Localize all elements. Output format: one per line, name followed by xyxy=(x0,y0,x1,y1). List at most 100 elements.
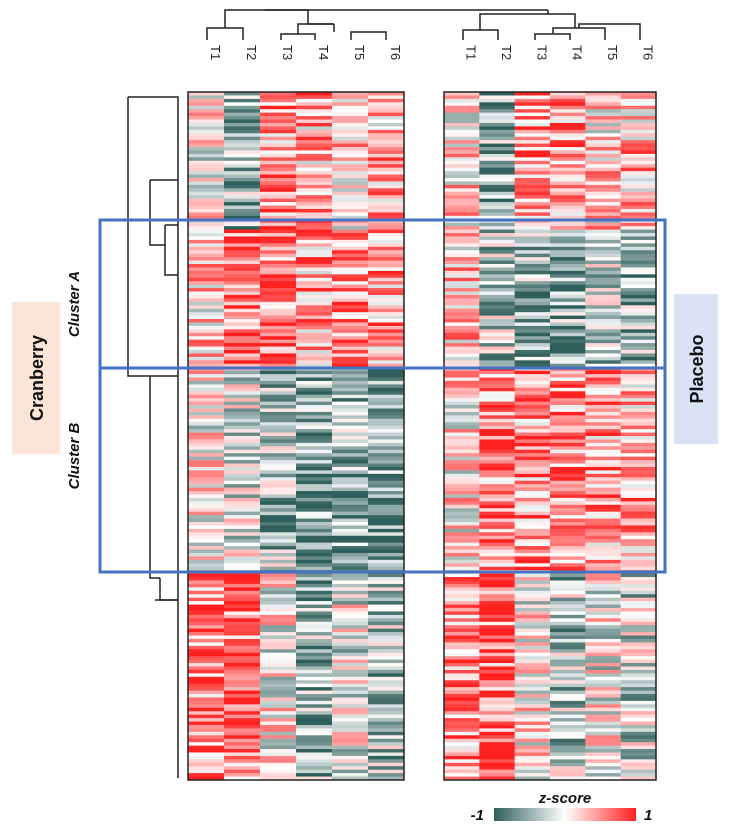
heatmap-cell xyxy=(296,160,333,165)
heatmap-cell xyxy=(585,319,622,323)
heatmap-cell xyxy=(444,456,480,461)
heatmap-cell xyxy=(444,380,480,385)
heatmap-cell xyxy=(368,160,405,165)
heatmap-cell xyxy=(332,264,369,268)
heatmap-cell xyxy=(550,628,586,633)
heatmap-cell xyxy=(550,687,586,691)
heatmap-cell xyxy=(332,370,369,375)
heatmap-cell xyxy=(479,549,516,554)
heatmap-cell xyxy=(260,704,297,709)
heatmap-cell xyxy=(260,773,297,777)
heatmap-cell xyxy=(260,229,297,234)
heatmap-cell xyxy=(514,559,551,564)
heatmap-cell xyxy=(368,308,405,313)
heatmap-cell xyxy=(514,253,551,258)
heatmap-cell xyxy=(224,621,261,626)
heatmap-cell xyxy=(444,122,480,127)
heatmap-cell xyxy=(188,480,225,485)
heatmap-cell xyxy=(188,700,225,705)
heatmap-cell xyxy=(296,229,333,234)
heatmap-cell xyxy=(585,556,622,561)
heatmap-cell xyxy=(296,494,333,499)
heatmap-cell xyxy=(224,380,261,385)
heatmap-cell xyxy=(296,508,333,513)
heatmap-cell xyxy=(224,594,261,599)
heatmap-cell xyxy=(550,563,586,568)
heatmap-cell xyxy=(620,95,657,100)
heatmap-cell xyxy=(550,642,586,647)
heatmap-cell xyxy=(260,697,297,702)
heatmap-cell xyxy=(444,198,480,203)
heatmap-cell xyxy=(444,363,480,368)
heatmap-cell xyxy=(332,401,369,406)
heatmap-cell xyxy=(296,391,333,396)
colorbar-min-label: -1 xyxy=(471,807,484,824)
heatmap-cell xyxy=(332,618,369,623)
heatmap-cell xyxy=(296,122,333,127)
heatmap-cell xyxy=(368,573,405,578)
heatmap-cell xyxy=(620,515,657,519)
heatmap-cell xyxy=(224,208,261,213)
heatmap-cell xyxy=(296,147,333,151)
heatmap-cell xyxy=(585,504,622,509)
heatmap-cell xyxy=(332,749,369,753)
heatmap-cell xyxy=(188,449,225,454)
heatmap-cell xyxy=(332,738,369,743)
heatmap-cell xyxy=(444,580,480,585)
heatmap-cell xyxy=(514,518,551,523)
heatmap-cell xyxy=(479,174,516,179)
heatmap-cell xyxy=(585,394,622,399)
heatmap-cell xyxy=(585,418,622,423)
heatmap-cell xyxy=(550,676,586,681)
heatmap-cell xyxy=(224,236,261,241)
heatmap-cell xyxy=(368,98,405,103)
heatmap-cell xyxy=(332,711,369,716)
heatmap-cell xyxy=(260,628,297,633)
heatmap-cell xyxy=(514,683,551,688)
heatmap-cell xyxy=(188,614,225,619)
heatmap-cell xyxy=(188,322,225,327)
heatmap-cell xyxy=(368,549,405,554)
heatmap-cell xyxy=(188,346,225,351)
heatmap-cell xyxy=(332,566,369,571)
heatmap-cell xyxy=(188,694,225,698)
heatmap-cell xyxy=(444,549,480,554)
heatmap-cell xyxy=(620,542,657,547)
heatmap-cell xyxy=(296,222,333,227)
colorbar xyxy=(494,808,636,821)
heatmap-cell xyxy=(620,329,657,334)
heatmap-cell xyxy=(296,432,333,437)
heatmap-cell xyxy=(479,429,516,433)
heatmap-cell xyxy=(585,102,622,107)
heatmap-cell xyxy=(444,749,480,753)
heatmap-cell xyxy=(514,188,551,193)
heatmap-cell xyxy=(296,769,333,774)
heatmap-cell xyxy=(550,528,586,533)
heatmap-cell xyxy=(479,528,516,533)
heatmap-cell xyxy=(479,621,516,626)
heatmap-cell xyxy=(514,150,551,155)
heatmap-cell xyxy=(188,676,225,681)
heatmap-cell xyxy=(188,556,225,561)
heatmap-cell xyxy=(368,394,405,399)
heatmap-cell xyxy=(296,281,333,286)
heatmap-cell xyxy=(224,718,261,722)
heatmap-cell xyxy=(188,580,225,585)
heatmap-cell xyxy=(479,759,516,764)
heatmap-cell xyxy=(514,690,551,695)
heatmap-cell xyxy=(296,157,333,162)
heatmap-cell xyxy=(224,442,261,447)
heatmap-cell xyxy=(620,126,657,131)
heatmap-cell xyxy=(224,618,261,623)
heatmap-cell xyxy=(368,425,405,430)
heatmap-cell xyxy=(368,645,405,650)
heatmap-cell xyxy=(550,577,586,581)
heatmap-cell xyxy=(550,205,586,210)
heatmap-cell xyxy=(332,453,369,458)
heatmap-cell xyxy=(585,136,622,141)
heatmap-cell xyxy=(260,95,297,100)
heatmap-cell xyxy=(260,721,297,726)
heatmap-cell xyxy=(585,212,622,217)
heatmap-cell xyxy=(479,714,516,719)
heatmap-cell xyxy=(224,766,261,771)
